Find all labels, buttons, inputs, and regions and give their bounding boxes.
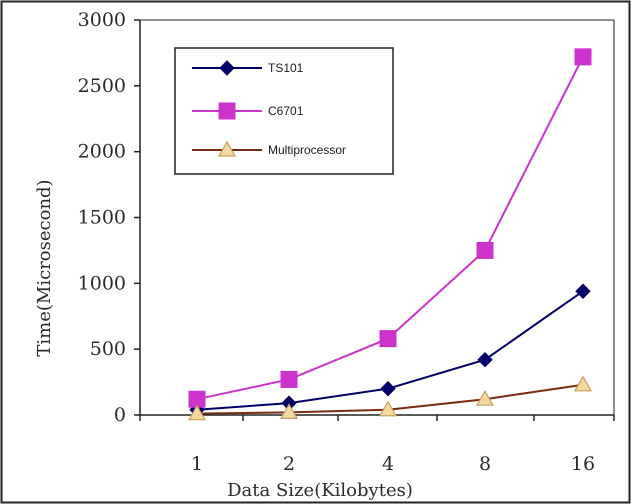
legend-swatch-marker — [219, 60, 235, 76]
data-point — [379, 330, 397, 348]
data-point — [573, 375, 593, 392]
y-tick-label: 2500 — [78, 75, 126, 97]
legend-item: TS101 — [192, 60, 304, 76]
legend-label: C6701 — [268, 104, 304, 118]
series-c6701 — [188, 48, 592, 408]
data-point — [187, 404, 207, 421]
data-point — [575, 283, 591, 299]
data-point — [378, 400, 398, 417]
data-point — [380, 380, 396, 397]
legend-item: C6701 — [192, 102, 304, 120]
y-tick-label: 0 — [114, 404, 126, 426]
x-tick-label: 8 — [479, 453, 491, 475]
data-point — [475, 389, 495, 406]
y-tick-label: 1000 — [78, 272, 126, 294]
x-axis-title: Data Size(Kilobytes) — [227, 480, 413, 501]
x-tick-label: 16 — [571, 453, 595, 475]
y-tick-label: 500 — [90, 338, 126, 360]
legend-label: TS101 — [268, 61, 304, 75]
data-point — [574, 48, 592, 66]
legend-item: Multiprocessor — [192, 140, 346, 157]
legend-label: Multiprocessor — [268, 143, 346, 157]
legend-swatch-marker — [217, 140, 237, 157]
data-point — [476, 241, 494, 259]
y-axis-title: Time(Microsecond) — [34, 179, 55, 356]
x-tick-label: 1 — [191, 453, 203, 475]
data-point — [477, 351, 493, 368]
y-axis-ticks: 0 500 1000 1500 2000 2500 3000 — [78, 9, 140, 426]
series-layer — [187, 48, 593, 421]
x-tick-label: 2 — [283, 453, 295, 475]
y-tick-label: 1500 — [78, 207, 126, 229]
legend-swatch-marker — [218, 102, 236, 120]
y-tick-label: 2000 — [78, 141, 126, 163]
x-axis-ticks: 1 2 4 8 16 — [139, 415, 615, 475]
legend: TS101 C6701 Multiprocessor — [174, 47, 394, 175]
y-tick-label: 3000 — [78, 9, 126, 31]
series-multiprocessor — [187, 375, 593, 421]
data-point — [280, 370, 298, 388]
data-point — [279, 403, 299, 419]
x-tick-label: 4 — [382, 453, 394, 475]
